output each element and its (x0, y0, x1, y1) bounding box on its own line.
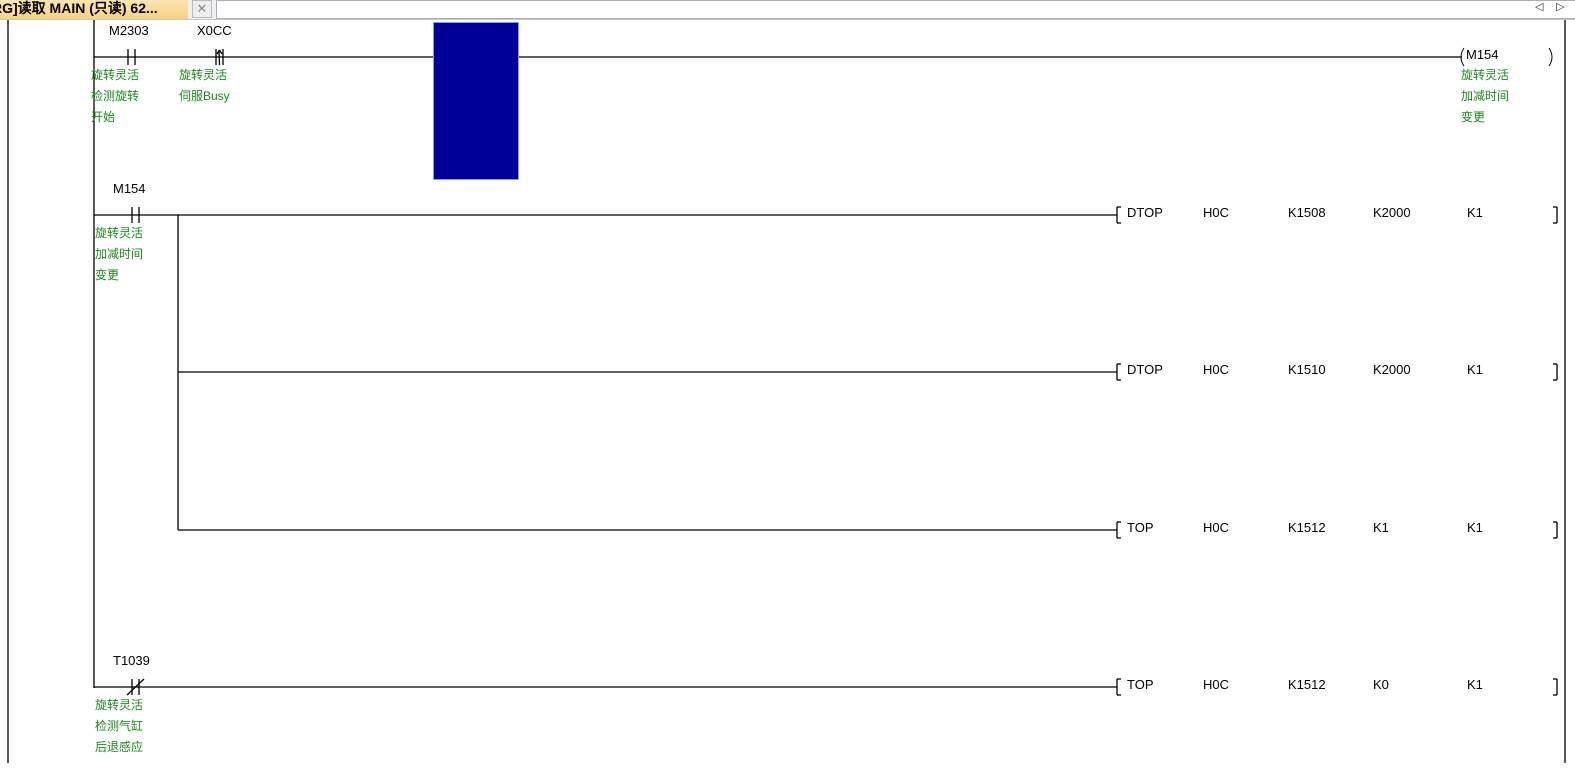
tab-main-readonly[interactable]: RG]读取 MAIN (只读) 62... (0, 0, 188, 19)
instr-operand[interactable]: K0 (1373, 677, 1389, 692)
instr-operand[interactable]: H0C (1203, 362, 1230, 377)
instr-operand[interactable]: K1 (1373, 520, 1389, 535)
instr-operand[interactable]: H0C (1203, 520, 1230, 535)
contact-device[interactable]: X0CC (197, 23, 232, 38)
instr-operand[interactable]: K1512 (1288, 677, 1326, 692)
instr-operand[interactable]: H0C (1203, 205, 1230, 220)
coil-device[interactable]: M154 (1466, 47, 1499, 62)
coil-icon (1460, 47, 1553, 67)
instr-mnemonic[interactable]: DTOP (1127, 205, 1163, 220)
tab-title: RG]读取 MAIN (只读) 62... (0, 0, 158, 16)
nc-slash (126, 678, 145, 696)
rising-edge-arrow (218, 49, 223, 55)
contact-comment: 旋转灵活 检测气缸 后退感应 (95, 698, 144, 754)
tab-strip-empty (216, 0, 1575, 19)
contact-comment: 旋转灵活 检测旋转 开始 (91, 68, 140, 124)
contact-device[interactable]: T1039 (113, 653, 150, 668)
instr-operand[interactable]: K2000 (1373, 362, 1411, 377)
ladder-diagram (7, 20, 1566, 763)
instr-operand[interactable]: K1 (1467, 520, 1483, 535)
instr-mnemonic[interactable]: DTOP (1127, 362, 1163, 377)
contact-comment: 旋转灵活 加减时间 变更 (95, 226, 144, 282)
instr-operand[interactable]: K2000 (1373, 205, 1411, 220)
instr-operand[interactable]: K1510 (1288, 362, 1326, 377)
instr-mnemonic[interactable]: TOP (1127, 520, 1154, 535)
contact-device[interactable]: M2303 (109, 23, 149, 38)
cursor-selection[interactable] (433, 22, 519, 180)
scroll-left-icon[interactable]: ◁ (1535, 1, 1544, 13)
instr-operand[interactable]: K1508 (1288, 205, 1326, 220)
instr-operand[interactable]: K1 (1467, 205, 1483, 220)
instr-operand[interactable]: H0C (1203, 677, 1230, 692)
rising-edge-icon (218, 49, 221, 66)
coil-comment: 旋转灵活 加减时间 变更 (1461, 68, 1510, 124)
rising-edge-arrow (216, 49, 221, 55)
contact-comment: 旋转灵活 伺服Busy (179, 68, 230, 103)
close-tab-icon[interactable]: ✕ (192, 0, 212, 18)
instr-operand[interactable]: K1 (1467, 677, 1483, 692)
tab-bar: RG]读取 MAIN (只读) 62... ✕ ◁ ▷ (0, 0, 1575, 20)
instr-operand[interactable]: K1 (1467, 362, 1483, 377)
contact-device[interactable]: M154 (113, 181, 146, 196)
instr-operand[interactable]: K1512 (1288, 520, 1326, 535)
instr-mnemonic[interactable]: TOP (1127, 677, 1154, 692)
scroll-right-icon[interactable]: ▷ (1556, 1, 1565, 13)
